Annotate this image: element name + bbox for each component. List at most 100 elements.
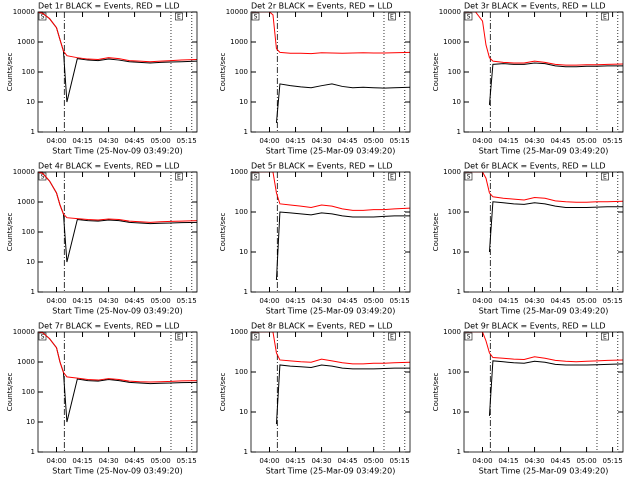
y-tick-label: 10	[26, 258, 35, 266]
x-tick-label: 05:00	[363, 137, 383, 145]
x-tick-label: 05:00	[150, 457, 170, 465]
y-tick-label: 10	[452, 248, 461, 256]
x-axis-label: Start Time (25-Mar-09 03:49:20)	[479, 147, 609, 156]
marker-label: E	[390, 334, 394, 341]
y-tick-label: 10	[26, 98, 35, 106]
x-tick-label: 05:15	[389, 137, 409, 145]
plot-frame	[250, 11, 411, 133]
x-tick-label: 04:30	[524, 457, 544, 465]
x-tick-label: 04:15	[285, 297, 305, 305]
y-axis-label: Counts/sec	[432, 213, 440, 252]
panel-title: Det 7r BLACK = Events, RED = LLD	[38, 322, 180, 331]
x-tick-label: 04:45	[337, 457, 357, 465]
x-tick-label: 05:00	[363, 297, 383, 305]
x-tick-label: 04:15	[72, 457, 92, 465]
x-tick-label: 04:00	[472, 137, 492, 145]
panel-title: Det 4r BLACK = Events, RED = LLD	[38, 162, 180, 171]
y-axis-label: Counts/sec	[6, 53, 14, 92]
marker-label: S	[254, 14, 258, 21]
x-tick-label: 04:30	[311, 137, 331, 145]
x-tick-label: 04:45	[337, 137, 357, 145]
panel-title: Det 8r BLACK = Events, RED = LLD	[251, 322, 393, 331]
x-tick-label: 04:45	[124, 297, 144, 305]
panel: Det 8r BLACK = Events, RED = LLD Counts/s…	[219, 322, 411, 476]
y-tick-label: 100	[235, 68, 248, 76]
x-tick-label: 05:15	[176, 457, 196, 465]
x-tick-label: 05:00	[576, 137, 596, 145]
marker-box	[601, 12, 609, 21]
series-line	[488, 360, 623, 416]
x-axis-label: Start Time (25-Mar-09 03:49:20)	[479, 307, 609, 316]
x-axis-label: Start Time (25-Mar-09 03:49:20)	[266, 147, 396, 156]
y-tick-label: 10	[239, 408, 248, 416]
plot-area	[251, 172, 410, 280]
y-tick-label: 100	[22, 228, 35, 236]
plot-area	[38, 332, 197, 423]
x-tick-label: 04:15	[285, 457, 305, 465]
x-tick-label: 04:15	[498, 297, 518, 305]
y-tick-label: 1	[244, 448, 248, 456]
plot-frame	[250, 171, 411, 293]
x-tick-label: 04:30	[311, 457, 331, 465]
marker-box	[601, 172, 609, 181]
series-line	[275, 364, 410, 425]
x-tick-label: 05:00	[576, 457, 596, 465]
x-tick-label: 04:15	[72, 137, 92, 145]
panel-title: Det 3r BLACK = Events, RED = LLD	[464, 2, 606, 11]
y-tick-label: 10	[26, 418, 35, 426]
y-tick-label: 1000	[443, 168, 461, 176]
series-line	[488, 201, 623, 253]
marker-box	[175, 12, 183, 21]
panel-title: Det 6r BLACK = Events, RED = LLD	[464, 162, 606, 171]
y-axis-label: Counts/sec	[219, 373, 227, 412]
marker-box	[464, 332, 473, 341]
series-line	[38, 12, 197, 63]
series-line	[38, 332, 197, 383]
marker-label: E	[390, 174, 394, 181]
y-tick-label: 100	[448, 368, 461, 376]
y-axis-label: Counts/sec	[6, 213, 14, 252]
marker-box	[175, 332, 183, 341]
y-tick-label: 100	[448, 68, 461, 76]
y-axis-label: Counts/sec	[432, 373, 440, 412]
x-axis-label: Start Time (25-Nov-09 03:49:20)	[52, 467, 182, 476]
plot-frame	[37, 171, 198, 293]
y-tick-label: 10	[452, 98, 461, 106]
marker-label: E	[390, 14, 394, 21]
x-tick-label: 04:15	[285, 137, 305, 145]
marker-label: S	[41, 14, 45, 21]
plot-frame	[250, 331, 411, 453]
y-tick-label: 10000	[226, 8, 248, 16]
series-line	[38, 172, 197, 263]
series-line	[275, 211, 410, 280]
x-tick-label: 04:00	[46, 137, 66, 145]
x-tick-label: 04:45	[337, 297, 357, 305]
marker-box	[601, 332, 609, 341]
x-axis-label: Start Time (25-Nov-09 03:49:20)	[52, 307, 182, 316]
y-tick-label: 1000	[230, 38, 248, 46]
marker-label: E	[603, 174, 607, 181]
y-tick-label: 1000	[443, 38, 461, 46]
x-axis-label: Start Time (25-Nov-09 03:49:20)	[52, 147, 182, 156]
y-tick-label: 1000	[17, 358, 35, 366]
panel: Det 2r BLACK = Events, RED = LLD Counts/s…	[219, 2, 411, 156]
marker-box	[251, 172, 260, 181]
marker-label: S	[254, 334, 258, 341]
marker-label: S	[467, 14, 471, 21]
y-tick-label: 1	[31, 448, 35, 456]
x-tick-label: 04:45	[550, 457, 570, 465]
y-tick-label: 1000	[230, 328, 248, 336]
y-axis-label: Counts/sec	[6, 373, 14, 412]
panel: Det 4r BLACK = Events, RED = LLD Counts/s…	[6, 162, 198, 316]
marker-box	[175, 172, 183, 181]
y-tick-label: 1	[457, 288, 461, 296]
y-tick-label: 1	[31, 288, 35, 296]
marker-label: S	[467, 334, 471, 341]
x-tick-label: 05:00	[576, 297, 596, 305]
x-tick-label: 04:15	[498, 137, 518, 145]
panel: Det 3r BLACK = Events, RED = LLD Counts/s…	[432, 2, 624, 156]
x-tick-label: 04:30	[98, 137, 118, 145]
panel-title: Det 5r BLACK = Events, RED = LLD	[251, 162, 393, 171]
x-tick-label: 04:00	[259, 457, 279, 465]
y-tick-label: 100	[22, 388, 35, 396]
